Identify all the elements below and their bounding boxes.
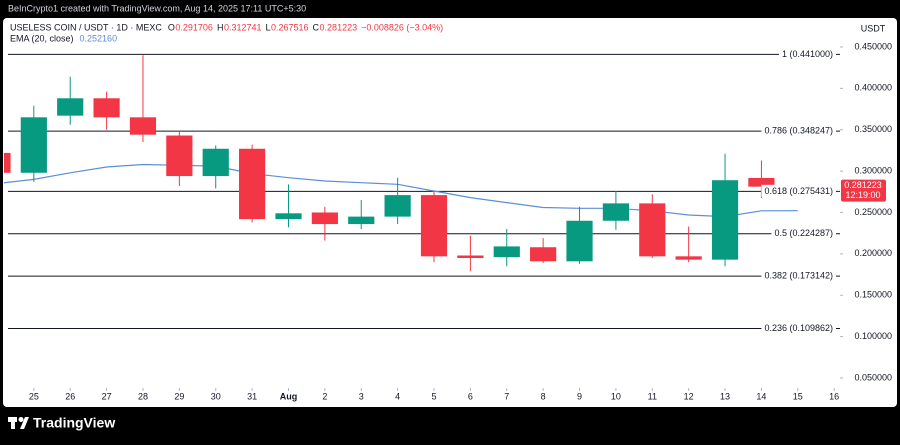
fib-label: 1 (0.441000) [782, 49, 833, 59]
symbol-label: USELESS COIN / USDT · 1D · MEXC [10, 22, 162, 32]
candle-body [675, 256, 702, 260]
x-tick-label: 4 [395, 391, 400, 401]
y-tick-label: 0.450000 [854, 41, 892, 51]
x-tick-label: 28 [138, 391, 148, 401]
x-tick-label: 11 [648, 391, 657, 401]
price-tag-countdown: 12:19:00 [845, 190, 880, 200]
candle-body [348, 216, 375, 225]
ohlc-value: 0.312741 [224, 22, 262, 32]
candle-body [748, 177, 775, 187]
fib-label: 0.786 (0.348247) [764, 126, 833, 136]
footer-logo: TradingView [8, 415, 115, 431]
candle-body [457, 255, 484, 258]
logo-text: TradingView [33, 415, 115, 431]
candle-body [311, 212, 338, 225]
candle-body [57, 98, 84, 116]
x-tick-label: 10 [611, 391, 621, 401]
x-tick-label: 12 [684, 391, 694, 401]
x-tick-label: 8 [541, 391, 546, 401]
fib-label: 0.618 (0.275431) [764, 186, 833, 196]
x-tick-label: 5 [431, 391, 436, 401]
y-tick-label: 0.250000 [854, 207, 892, 217]
currency-label: USDT [861, 23, 886, 33]
price-tag-value: 0.281223 [844, 180, 882, 190]
fib-label-bg [771, 227, 836, 240]
ohlc-key: L [265, 22, 270, 32]
candle-body [639, 203, 666, 257]
ema-legend-value: 0.252160 [80, 33, 118, 43]
y-tick-label: 0.200000 [854, 248, 892, 258]
candle-body [166, 135, 193, 177]
x-tick-label: 27 [102, 391, 112, 401]
candle-body [20, 117, 47, 173]
y-tick-label: 0.350000 [854, 124, 892, 134]
candle-body [493, 246, 520, 258]
x-tick-label: 26 [65, 391, 75, 401]
candle-body [93, 98, 120, 118]
candle-body [711, 180, 739, 260]
x-tick-label: 29 [174, 391, 184, 401]
change-value: −0.008826 (−3.04%) [361, 22, 443, 32]
x-tick-label: 25 [29, 391, 39, 401]
x-tick-label: 9 [577, 391, 582, 401]
fib-label: 0.5 (0.224287) [774, 228, 833, 238]
fib-label-bg [761, 184, 836, 197]
price-tag [841, 179, 886, 202]
fib-label: 0.382 (0.173142) [764, 270, 833, 280]
ohlc-key: O [168, 22, 175, 32]
candle-body [129, 117, 157, 135]
y-tick-label: 0.400000 [854, 83, 892, 93]
candle-body [384, 195, 411, 217]
candle-body [602, 203, 629, 221]
x-tick-label: 16 [829, 391, 839, 401]
fib-label-bg [761, 321, 836, 334]
y-tick-label: 0.050000 [854, 372, 892, 382]
ema-legend-name: EMA (20, close) [10, 33, 74, 43]
candle-body [420, 195, 448, 257]
candle-body [239, 148, 266, 220]
candle-body [275, 213, 302, 220]
fib-label-bg [761, 124, 836, 137]
fib-label: 0.236 (0.109862) [764, 323, 833, 333]
plot-area [4, 53, 840, 329]
x-tick-label: 30 [211, 391, 221, 401]
ohlc-value: 0.281223 [320, 22, 358, 32]
x-tick-label: 3 [359, 391, 364, 401]
x-tick-label: 31 [247, 391, 257, 401]
y-tick-label: 0.100000 [854, 331, 892, 341]
watermark: BeInCrypto1 created with TradingView.com… [8, 3, 306, 13]
candle-body [566, 220, 593, 262]
y-tick-label: 0.300000 [854, 165, 892, 175]
x-tick-label: 2 [322, 391, 327, 401]
fib-label-bg [778, 47, 836, 60]
ohlc-value: 0.291706 [175, 22, 213, 32]
x-tick-label: Aug [280, 391, 298, 401]
candle-body [4, 152, 11, 173]
x-tick-label: 14 [756, 391, 766, 401]
ohlc-value: 0.267516 [271, 22, 309, 32]
chart-panel [3, 18, 897, 407]
fib-label-bg [761, 269, 836, 282]
x-tick-label: 13 [720, 391, 730, 401]
y-tick-label: 0.150000 [854, 290, 892, 300]
candle-body [530, 247, 557, 262]
x-tick-label: 15 [793, 391, 803, 401]
x-tick-label: 7 [504, 391, 509, 401]
candle-body [202, 148, 229, 177]
ohlc-key: H [217, 22, 224, 32]
ohlc-key: C [313, 22, 320, 32]
x-tick-label: 6 [468, 391, 473, 401]
